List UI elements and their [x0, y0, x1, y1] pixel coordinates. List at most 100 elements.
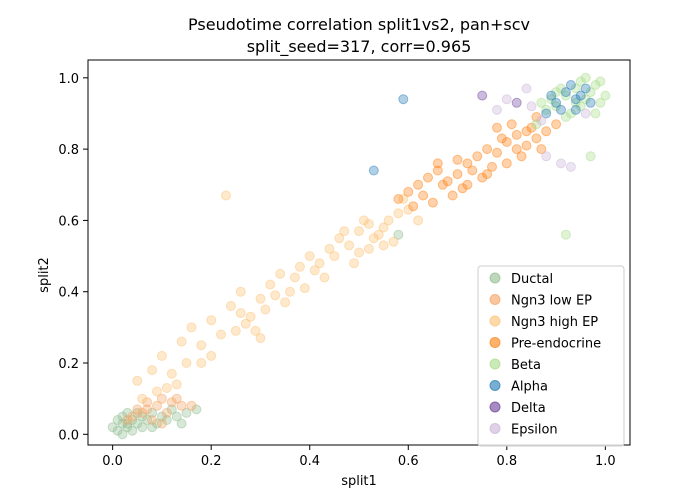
- x-tick-label-1: 0.2: [201, 454, 222, 469]
- point-ngn3-high-ep-56: [413, 215, 424, 226]
- point-ngn3-high-ep-58: [378, 240, 389, 251]
- point-pre-endocrine-23: [427, 197, 438, 208]
- point-ductal-3: [127, 415, 138, 425]
- legend-label-delta: Delta: [511, 401, 546, 416]
- point-pre-endocrine-33: [432, 158, 443, 169]
- point-ngn3-high-ep-8: [216, 329, 226, 340]
- point-pre-endocrine-22: [437, 179, 448, 190]
- point-ngn3-high-ep-25: [383, 215, 394, 226]
- point-pre-endocrine-27: [526, 122, 537, 133]
- point-epsilon-1: [526, 101, 537, 112]
- point-ngn3-high-ep-19: [324, 243, 335, 254]
- point-ngn3-high-ep-17: [304, 251, 315, 262]
- point-ngn3-high-ep-37: [299, 283, 310, 294]
- point-beta-7: [595, 97, 606, 108]
- point-epsilon-2: [536, 115, 547, 126]
- point-ngn3-high-ep-23: [363, 219, 374, 229]
- legend-label-ductal: Ductal: [511, 272, 553, 287]
- point-pre-endocrine-25: [408, 201, 419, 212]
- y-tick-label-0: 0.0: [58, 428, 79, 443]
- point-alpha-6: [556, 104, 566, 115]
- point-ductal-5: [137, 411, 148, 422]
- point-beta-12: [600, 90, 611, 101]
- point-ductal-13: [107, 422, 118, 433]
- point-ngn3-high-ep-33: [349, 258, 360, 269]
- point-ngn3-high-ep-52: [137, 393, 148, 404]
- x-axis-label: split1: [341, 474, 377, 489]
- point-beta-2: [570, 83, 581, 94]
- point-pre-endocrine-30: [501, 158, 512, 169]
- point-ngn3-high-ep-1: [147, 365, 158, 376]
- point-ngn3-high-ep-49: [171, 379, 182, 390]
- point-ngn3-high-ep-41: [260, 304, 271, 315]
- point-pre-endocrine-11: [511, 129, 522, 140]
- point-epsilon-0: [501, 94, 512, 105]
- point-epsilon-6: [580, 108, 591, 119]
- point-beta-21: [560, 229, 571, 240]
- legend-label-beta: Beta: [511, 358, 541, 373]
- point-ductal-10: [156, 411, 167, 422]
- y-axis-label: split2: [37, 257, 52, 293]
- point-beta-16: [551, 87, 562, 98]
- legend-label-pre-endocrine: Pre-endocrine: [511, 337, 601, 352]
- point-ductal-8: [142, 415, 153, 425]
- point-ngn3-high-ep-46: [206, 350, 217, 361]
- point-ductal-19: [171, 411, 182, 422]
- point-pre-endocrine-38: [492, 122, 502, 133]
- point-ngn3-high-ep-53: [255, 333, 266, 344]
- point-beta-11: [541, 104, 552, 115]
- point-ngn3-high-ep-16: [294, 261, 305, 272]
- legend-marker-delta: [489, 401, 501, 413]
- point-alpha-12: [570, 104, 581, 115]
- point-ngn3-low-ep-3: [156, 393, 167, 404]
- point-alpha-2: [570, 94, 581, 105]
- point-ductal-26: [393, 229, 404, 240]
- legend-label-ngn3-low-ep: Ngn3 low EP: [511, 294, 592, 309]
- point-pre-endocrine-28: [536, 144, 547, 155]
- point-ngn3-low-ep-1: [142, 397, 153, 408]
- y-tick-label-4: 0.8: [58, 143, 79, 158]
- point-beta-9: [556, 83, 566, 94]
- point-pre-endocrine-19: [467, 165, 478, 176]
- legend-box: [477, 265, 625, 447]
- point-ductal-4: [132, 418, 143, 429]
- point-pre-endocrine-39: [531, 112, 542, 122]
- point-beta-5: [575, 76, 586, 87]
- point-epsilon-8: [492, 104, 502, 115]
- point-alpha-10: [398, 94, 409, 105]
- point-ngn3-high-ep-34: [358, 215, 369, 226]
- legend-marker-ngn3-low-ep: [489, 294, 501, 305]
- point-ngn3-high-ep-15: [285, 286, 295, 297]
- point-pre-endocrine-15: [506, 119, 517, 130]
- point-alpha-11: [368, 165, 379, 176]
- point-ngn3-high-ep-0: [132, 375, 143, 386]
- point-ngn3-high-ep-29: [378, 222, 389, 233]
- point-ductal-7: [122, 407, 133, 418]
- point-ngn3-high-ep-10: [235, 286, 246, 297]
- point-ngn3-high-ep-27: [354, 247, 364, 258]
- point-alpha-8: [546, 90, 557, 101]
- point-beta-10: [546, 94, 557, 105]
- point-pre-endocrine-31: [511, 144, 522, 155]
- point-ductal-24: [147, 422, 158, 433]
- point-ngn3-high-ep-44: [230, 325, 241, 336]
- point-ngn3-high-ep-13: [265, 279, 276, 290]
- point-ngn3-low-ep-7: [147, 415, 158, 425]
- point-pre-endocrine-35: [393, 194, 404, 204]
- point-beta-3: [580, 94, 591, 105]
- point-pre-endocrine-2: [423, 172, 433, 183]
- legend-marker-pre-endocrine: [489, 337, 501, 348]
- point-alpha-1: [560, 87, 571, 98]
- point-ductal-6: [117, 411, 128, 422]
- point-ngn3-high-ep-35: [319, 272, 330, 283]
- point-pre-endocrine-8: [482, 144, 493, 155]
- point-pre-endocrine-34: [452, 154, 463, 165]
- point-beta-22: [531, 119, 542, 130]
- point-ngn3-high-ep-5: [186, 322, 197, 333]
- y-tick-label-2: 0.4: [58, 286, 79, 301]
- point-ngn3-low-ep-2: [152, 400, 162, 411]
- point-ngn3-high-ep-20: [334, 233, 345, 244]
- point-ductal-15: [132, 407, 143, 418]
- point-ductal-0: [112, 425, 123, 436]
